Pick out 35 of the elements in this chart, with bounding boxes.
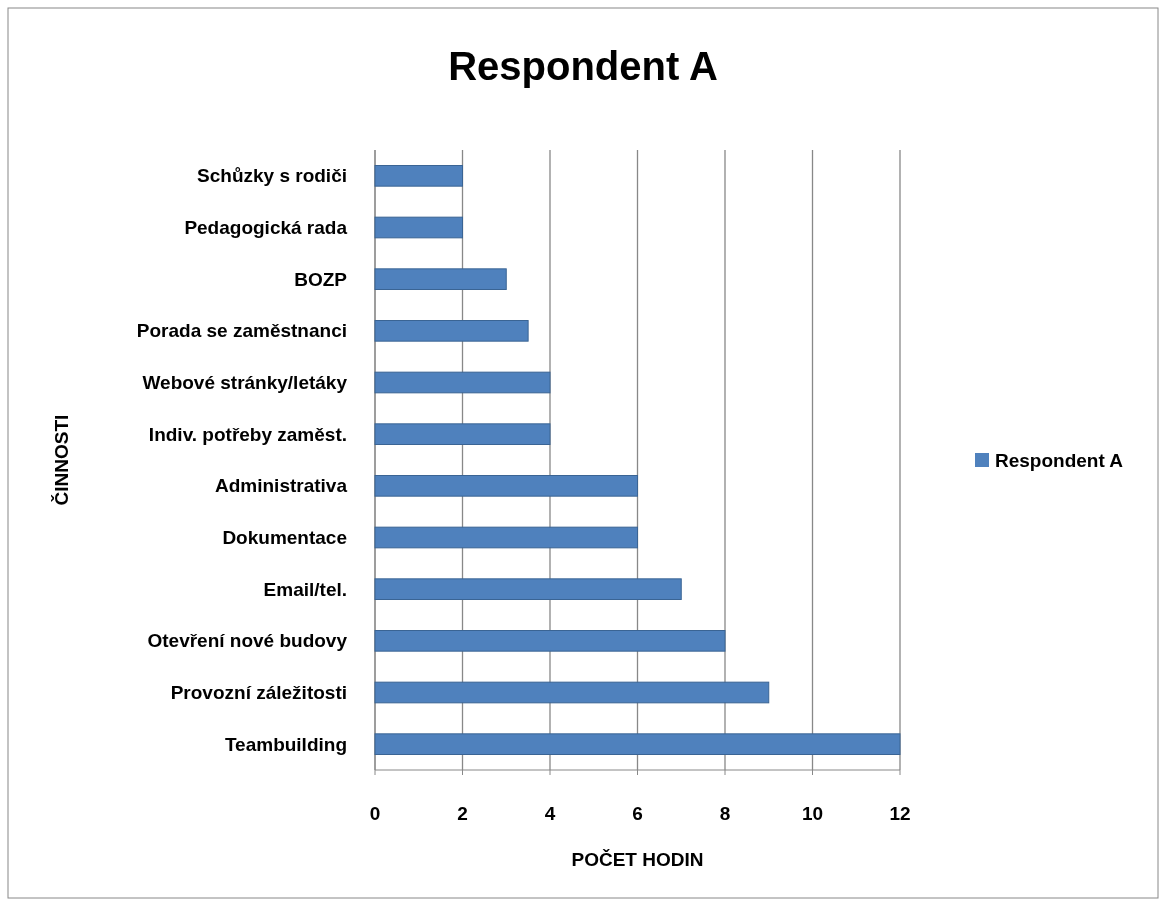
x-axis-title: POČET HODIN (571, 849, 704, 870)
bar (374, 733, 901, 755)
bar (374, 630, 726, 652)
chart-title: Respondent A (448, 44, 718, 88)
legend-label: Respondent A (995, 449, 1124, 471)
y-tick-label: BOZP (294, 268, 348, 290)
y-tick-label: Pedagogická rada (184, 217, 348, 239)
bar (374, 526, 638, 549)
bar (374, 165, 463, 187)
x-tick-label: 12 (889, 803, 911, 824)
y-tick-label: Administrativa (215, 475, 348, 497)
y-tick-label: Dokumentace (222, 527, 347, 549)
y-tick-label: Schůzky s rodiči (197, 165, 347, 187)
bar (374, 578, 682, 600)
x-tick-label: 10 (801, 803, 824, 824)
bar (374, 423, 551, 445)
y-tick-label: Porada se zaměstnanci (136, 320, 347, 342)
y-tick-label: Webové stránky/letáky (142, 372, 348, 394)
y-tick-label: Teambuilding (224, 733, 347, 755)
bar (374, 268, 507, 290)
x-tick-label: 0 (369, 803, 381, 824)
y-tick-label: Email/tel. (263, 578, 347, 600)
y-tick-label: Indiv. potřeby zaměst. (148, 423, 347, 445)
bar (374, 475, 638, 497)
x-tick-label: 6 (632, 803, 643, 824)
x-tick-label: 8 (719, 803, 731, 824)
bar (374, 320, 529, 342)
x-tick-label: 4 (544, 803, 556, 824)
y-axis-title: ČINNOSTI (51, 414, 72, 506)
bar (374, 216, 463, 239)
y-tick-label: Otevření nové budovy (147, 630, 348, 652)
x-tick-label: 2 (457, 803, 468, 824)
bar (374, 371, 551, 394)
y-tick-label: Provozní záležitosti (170, 682, 347, 704)
bar (374, 681, 770, 704)
